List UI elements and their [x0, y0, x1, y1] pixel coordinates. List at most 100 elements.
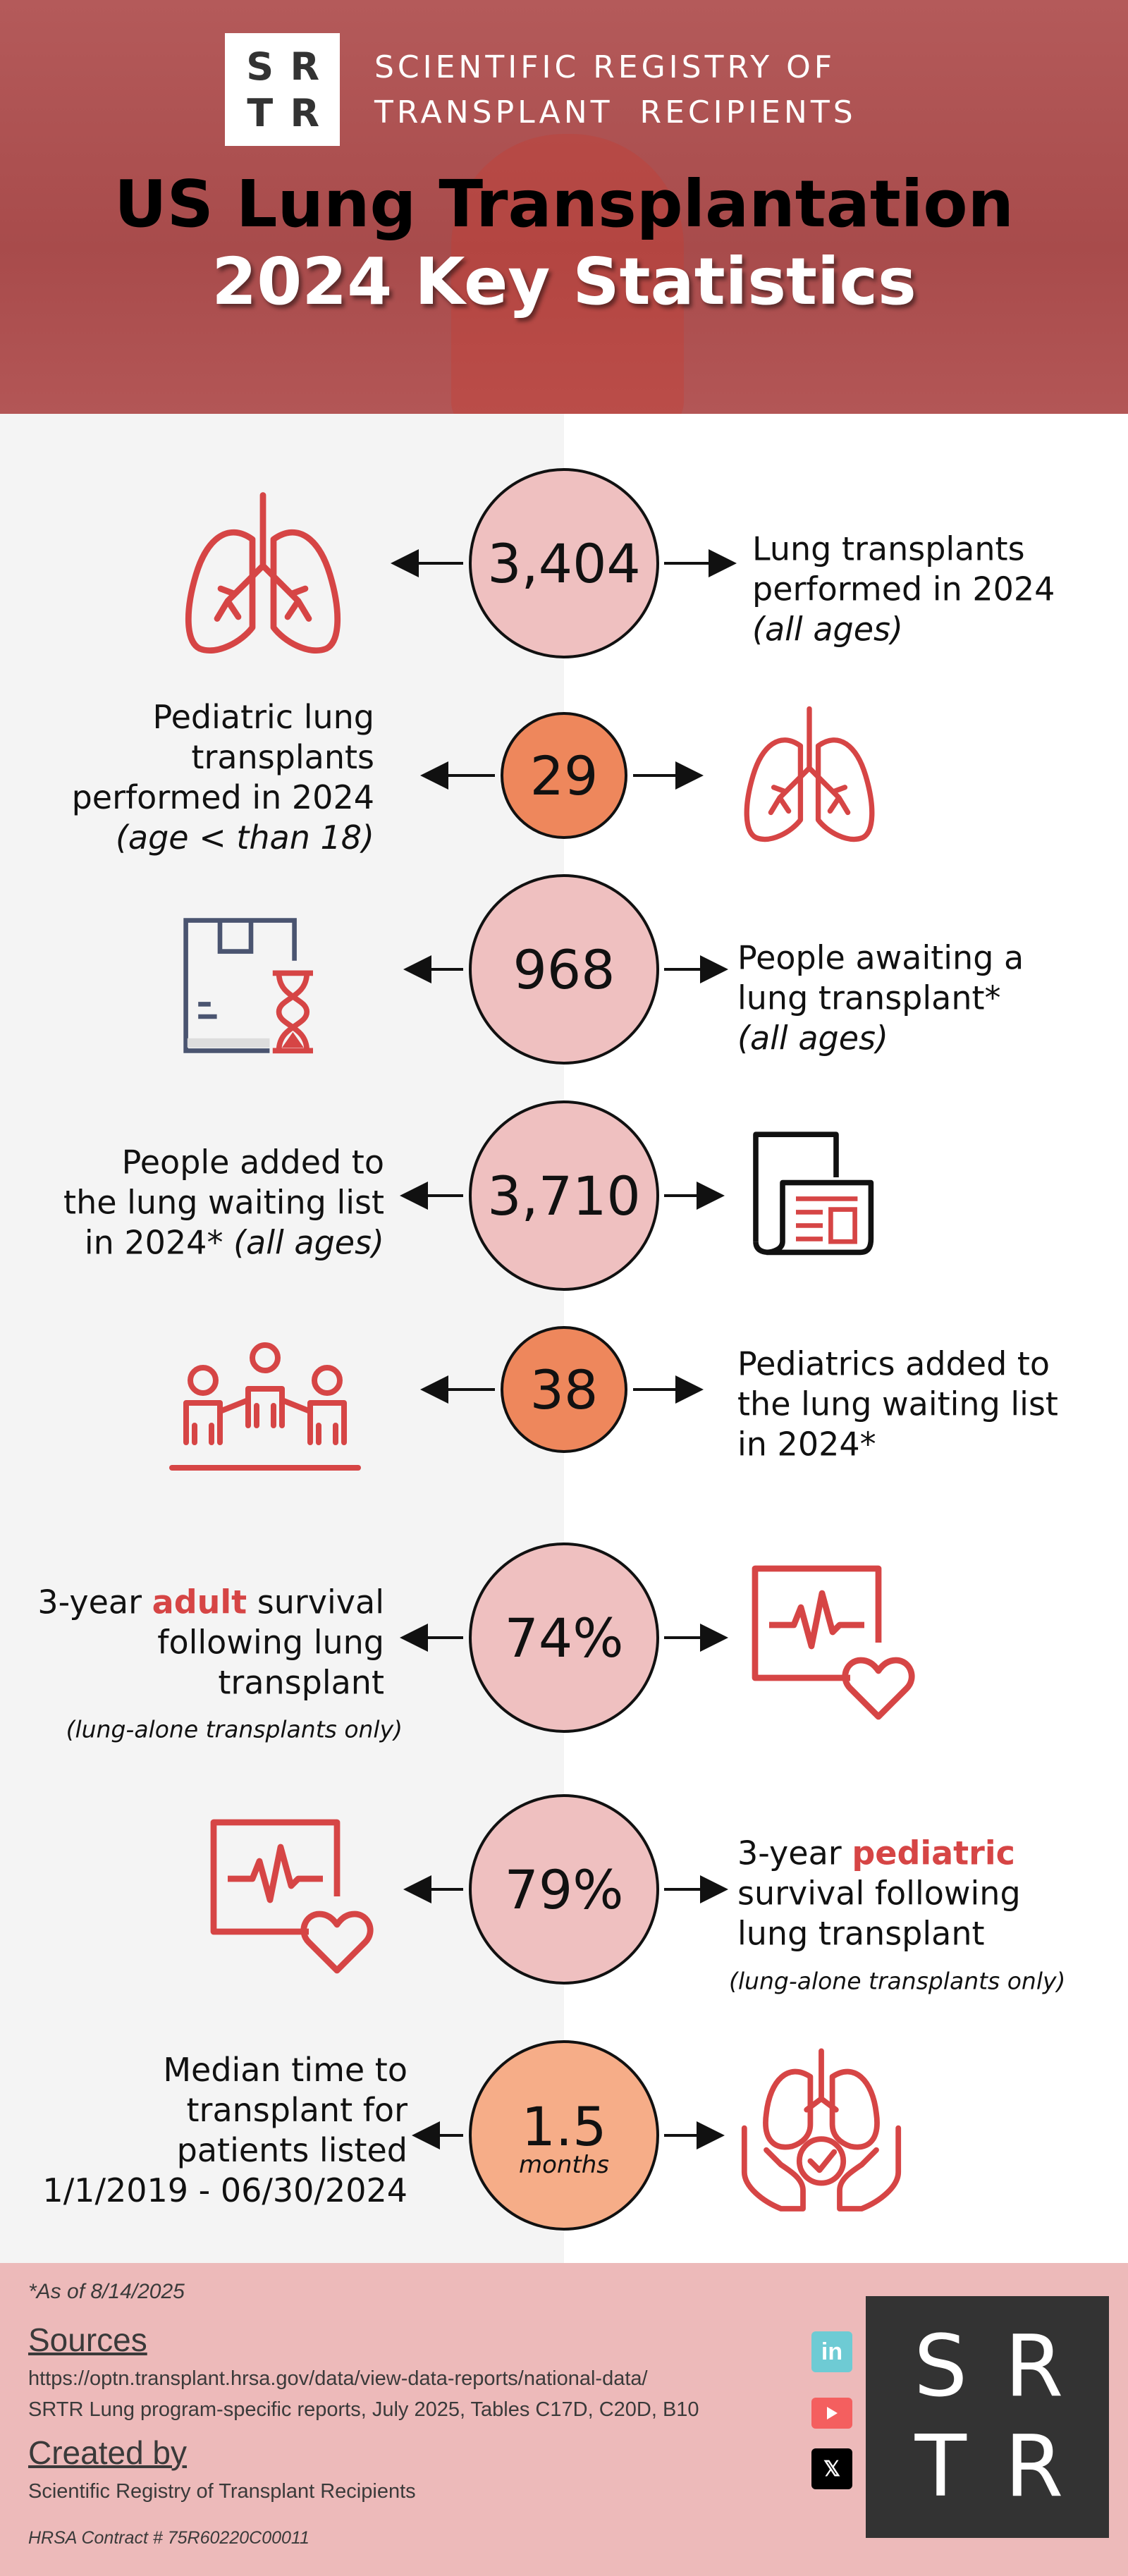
org-name-line1: SCIENTIFIC REGISTRY OF — [374, 49, 836, 85]
arrows — [420, 761, 704, 790]
label-line: in 2024* — [84, 1223, 223, 1262]
label-line: patients listed — [176, 2131, 407, 2169]
logo-letter: T — [247, 90, 274, 135]
background-photo-figure — [451, 134, 684, 414]
stat-label: People added to the lung waiting list in… — [63, 1143, 384, 1263]
linkedin-icon[interactable]: in — [811, 2331, 852, 2372]
stat-label: Pediatric lung transplants performed in … — [72, 697, 374, 858]
logo-letter: R — [1005, 2318, 1064, 2417]
stat-label: 3-year adult survival following lung tra… — [37, 1583, 384, 1703]
stat-value: 74% — [504, 1606, 624, 1669]
stat-value: 29 — [529, 744, 599, 807]
play-icon — [827, 2407, 838, 2419]
label-note: (lung-alone transplants only) — [66, 1715, 403, 1743]
label-line: Pediatric lung — [152, 698, 375, 736]
as-of-note: *As of 8/14/2025 — [28, 2280, 185, 2303]
stat-label: People awaiting a lung transplant* (all … — [737, 938, 1024, 1059]
label-line: survival following — [737, 1874, 1021, 1913]
logo-letter: S — [246, 44, 274, 89]
org-name-line2: TRANSPLANT RECIPIENTS — [374, 94, 857, 130]
logo-letter: R — [290, 90, 320, 135]
label-line: the lung waiting list — [737, 1385, 1058, 1423]
label-line: performed in 2024 — [71, 778, 374, 816]
label-text: 3-year — [737, 1834, 852, 1872]
label-line: transplant — [218, 1663, 384, 1702]
label-line: in 2024* — [737, 1425, 876, 1464]
label-emphasis: adult — [152, 1583, 247, 1621]
label-note: (age < than 18) — [115, 818, 374, 857]
source-text: SRTR Lung program-specific reports, July… — [28, 2398, 699, 2421]
label-text: survival — [247, 1583, 384, 1621]
label-note: (all ages) — [737, 1019, 888, 1057]
youtube-icon[interactable] — [811, 2398, 852, 2429]
label-line: People awaiting a — [737, 938, 1024, 977]
label-note: (all ages) — [752, 610, 903, 649]
lungs-icon — [735, 701, 883, 850]
document-list-icon — [753, 1131, 874, 1256]
label-note: (lung-alone transplants only) — [729, 1967, 1066, 1995]
heart-monitor-icon — [741, 1554, 917, 1731]
stat-value: 1.5 — [521, 2095, 607, 2158]
label-line: transplants — [191, 738, 374, 776]
x-label: 𝕏 — [823, 2457, 841, 2481]
stat-value: 3,710 — [487, 1164, 641, 1227]
created-by-text: Scientific Registry of Transplant Recipi… — [28, 2480, 416, 2503]
stat-circle: 1.5 months — [469, 2040, 659, 2231]
arrows — [412, 2121, 725, 2149]
stat-circle: 3,404 — [469, 468, 659, 658]
stat-label: Median time to transplant for patients l… — [42, 2050, 407, 2211]
contract-number: HRSA Contract # 75R60220C00011 — [28, 2528, 309, 2548]
source-link[interactable]: https://optn.transplant.hrsa.gov/data/vi… — [28, 2367, 648, 2390]
stat-circle: 38 — [501, 1326, 627, 1453]
label-line: transplant for — [186, 2091, 408, 2129]
stat-unit: months — [518, 2151, 610, 2179]
stat-circle: 3,710 — [469, 1100, 659, 1291]
people-group-icon — [169, 1342, 361, 1471]
header-banner: S R T R SCIENTIFIC REGISTRY OF TRANSPLAN… — [0, 0, 1128, 414]
arrows — [391, 549, 737, 577]
arrows — [400, 1624, 728, 1652]
arrows — [400, 1182, 725, 1210]
label-line: lung transplant* — [737, 979, 1001, 1017]
created-by-heading: Created by — [28, 2434, 188, 2471]
logo-letter: R — [1005, 2417, 1064, 2516]
logo-letter: T — [914, 2417, 967, 2516]
label-line: lung transplant — [737, 1914, 985, 1953]
sources-heading: Sources — [28, 2322, 147, 2358]
arrows — [403, 955, 728, 983]
label-note: (all ages) — [233, 1223, 384, 1262]
stat-value: 3,404 — [487, 532, 641, 595]
footer: *As of 8/14/2025 Sources https://optn.tr… — [0, 2263, 1128, 2576]
label-line: following lung — [157, 1623, 384, 1662]
label-line: 1/1/2019 - 06/30/2024 — [42, 2171, 407, 2209]
lungs-hands-icon — [741, 2048, 902, 2212]
stat-label: 3-year pediatric survival following lung… — [737, 1834, 1021, 1954]
stat-value: 79% — [504, 1858, 624, 1921]
label-line: performed in 2024 — [752, 570, 1055, 608]
srtr-logo: S R T R — [225, 33, 340, 146]
stat-value: 38 — [529, 1358, 599, 1421]
label-line: Median time to — [163, 2051, 407, 2089]
logo-letter: R — [290, 44, 320, 89]
stat-value: 968 — [513, 938, 615, 1001]
label-emphasis: pediatric — [852, 1834, 1015, 1872]
logo-letter: S — [914, 2318, 968, 2417]
page-title: US Lung Transplantation — [114, 166, 1014, 242]
stat-circle: 968 — [469, 874, 659, 1065]
stat-label: Lung transplants performed in 2024 (all … — [752, 529, 1055, 650]
label-line: the lung waiting list — [63, 1183, 384, 1222]
label-line: Pediatrics added to — [737, 1344, 1050, 1383]
x-icon[interactable]: 𝕏 — [811, 2448, 852, 2489]
stat-circle: 74% — [469, 1542, 659, 1733]
label-text: 3-year — [37, 1583, 152, 1621]
label-line: Lung transplants — [752, 529, 1025, 568]
label-line: People added to — [121, 1143, 384, 1182]
stat-circle: 79% — [469, 1794, 659, 1985]
stat-circle: 29 — [501, 712, 627, 839]
page-subtitle: 2024 Key Statistics — [212, 244, 916, 319]
arrows — [403, 1875, 728, 1903]
left-panel-background — [0, 414, 564, 2263]
box-hourglass-icon — [183, 918, 313, 1054]
stat-label: Pediatrics added to the lung waiting lis… — [737, 1344, 1058, 1465]
arrows — [420, 1375, 704, 1404]
